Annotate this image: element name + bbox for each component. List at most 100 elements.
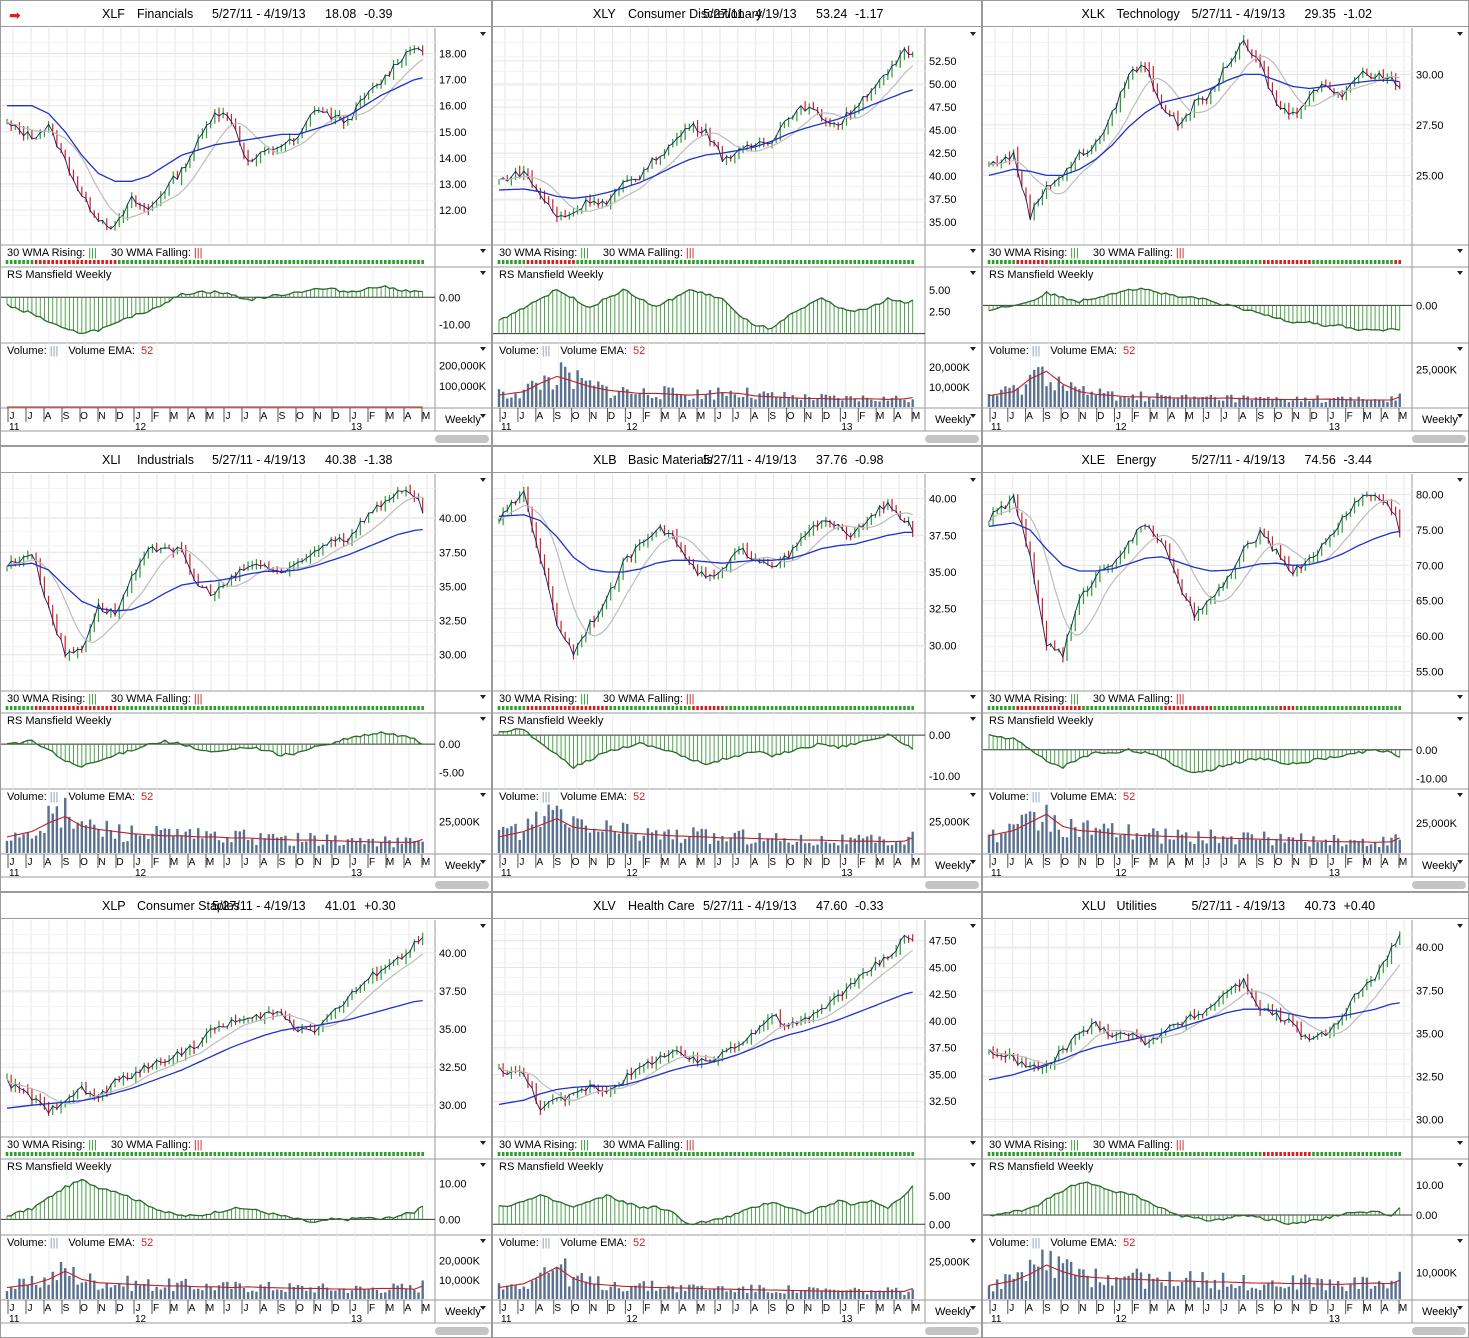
triangle-down-icon[interactable] (480, 414, 486, 418)
triangle-down-icon[interactable] (970, 1141, 976, 1145)
triangle-down-icon[interactable] (970, 1163, 976, 1167)
volume-bar (717, 1286, 720, 1299)
triangle-down-icon[interactable] (480, 32, 486, 36)
month-label: M (1185, 857, 1193, 868)
volume-bar (1328, 845, 1332, 853)
wma-status-mark (421, 706, 424, 710)
horizontal-scrollbar-thumb[interactable] (435, 435, 489, 443)
year-label: 11 (991, 868, 1002, 879)
triangle-down-icon[interactable] (480, 924, 486, 928)
triangle-down-icon[interactable] (480, 249, 486, 253)
volume-bar (1074, 827, 1077, 853)
triangle-down-icon[interactable] (480, 1306, 486, 1310)
triangle-down-icon[interactable] (1457, 249, 1463, 253)
horizontal-scrollbar-thumb[interactable] (1412, 881, 1466, 889)
wma-status-mark (26, 260, 30, 264)
volume-bar (388, 1289, 391, 1299)
volume-bar (799, 400, 803, 407)
triangle-down-icon[interactable] (1457, 478, 1463, 482)
wma-status-mark (1082, 260, 1085, 264)
wma-status-mark (745, 260, 749, 264)
timeframe-selector[interactable]: Weekly (445, 1306, 481, 1318)
wma-status-mark (1353, 706, 1356, 710)
timeframe-selector[interactable]: Weekly (935, 1306, 971, 1318)
volume-bar (870, 834, 873, 853)
triangle-down-icon[interactable] (1457, 793, 1463, 797)
triangle-down-icon[interactable] (480, 271, 486, 275)
triangle-down-icon[interactable] (480, 347, 486, 351)
month-label: D (332, 857, 339, 868)
triangle-down-icon[interactable] (970, 860, 976, 864)
volume-bar (159, 1289, 162, 1299)
triangle-down-icon[interactable] (480, 1239, 486, 1243)
wma-status-mark (292, 260, 296, 264)
triangle-down-icon[interactable] (480, 793, 486, 797)
triangle-down-icon[interactable] (1457, 860, 1463, 864)
timeframe-selector[interactable]: Weekly (1422, 414, 1458, 426)
triangle-down-icon[interactable] (1457, 414, 1463, 418)
volume-bar (861, 838, 865, 853)
volume-bar (1336, 396, 1340, 407)
wma-status-mark (68, 1152, 71, 1156)
timeframe-selector[interactable]: Weekly (445, 414, 481, 426)
volume-bar (820, 393, 823, 407)
triangle-down-icon[interactable] (1457, 32, 1463, 36)
rs-line (6, 1178, 424, 1224)
month-label: S (769, 1303, 776, 1314)
triangle-down-icon[interactable] (1457, 695, 1463, 699)
wma-status-mark (1147, 706, 1151, 710)
red-right-arrow-icon[interactable]: ➡ (9, 7, 21, 23)
triangle-down-icon[interactable] (480, 478, 486, 482)
triangle-down-icon[interactable] (1457, 271, 1463, 275)
triangle-down-icon[interactable] (970, 1239, 976, 1243)
triangle-down-icon[interactable] (970, 478, 976, 482)
wma-status-mark (799, 260, 803, 264)
volume-bars-glyph: ||| (49, 1237, 59, 1249)
horizontal-scrollbar-thumb[interactable] (1412, 435, 1466, 443)
wma-status-mark (238, 260, 242, 264)
triangle-down-icon[interactable] (970, 347, 976, 351)
volume-bars-glyph: ||| (49, 791, 59, 803)
month-label: J (28, 1303, 33, 1314)
timeframe-selector[interactable]: Weekly (445, 860, 481, 872)
triangle-down-icon[interactable] (970, 271, 976, 275)
wma-status-mark (263, 1152, 267, 1156)
month-label: J (244, 857, 249, 868)
triangle-down-icon[interactable] (970, 793, 976, 797)
triangle-down-icon[interactable] (970, 924, 976, 928)
volume-bar (176, 1282, 179, 1299)
triangle-down-icon[interactable] (480, 860, 486, 864)
volume-bar (987, 834, 991, 853)
month-label: F (153, 857, 159, 868)
triangle-down-icon[interactable] (970, 32, 976, 36)
horizontal-scrollbar-thumb[interactable] (435, 1327, 489, 1335)
timeframe-selector[interactable]: Weekly (935, 414, 971, 426)
triangle-down-icon[interactable] (970, 249, 976, 253)
volume-bar (518, 1288, 521, 1299)
volume-bar (510, 1284, 513, 1299)
timeframe-selector[interactable]: Weekly (935, 860, 971, 872)
triangle-down-icon[interactable] (1457, 347, 1463, 351)
volume-bar (192, 838, 196, 853)
horizontal-scrollbar-thumb[interactable] (925, 435, 979, 443)
triangle-down-icon[interactable] (480, 717, 486, 721)
timeframe-selector[interactable]: Weekly (1422, 860, 1458, 872)
volume-bar (242, 829, 246, 853)
horizontal-scrollbar-thumb[interactable] (925, 1327, 979, 1335)
volume-bar (1197, 397, 1200, 407)
triangle-down-icon[interactable] (970, 414, 976, 418)
triangle-down-icon[interactable] (480, 695, 486, 699)
triangle-down-icon[interactable] (970, 695, 976, 699)
triangle-down-icon[interactable] (970, 717, 976, 721)
volume-bar (14, 1288, 17, 1299)
horizontal-scrollbar-thumb[interactable] (435, 881, 489, 889)
month-label: M (386, 1303, 394, 1314)
wma-status-mark (820, 1152, 823, 1156)
triangle-down-icon[interactable] (480, 1163, 486, 1167)
triangle-down-icon[interactable] (480, 1141, 486, 1145)
rs-tick-label: 5.00 (929, 285, 950, 297)
triangle-down-icon[interactable] (1457, 717, 1463, 721)
triangle-down-icon[interactable] (970, 1306, 976, 1310)
wma-falling-label: 30 WMA Falling: (1092, 247, 1173, 259)
horizontal-scrollbar-thumb[interactable] (925, 881, 979, 889)
